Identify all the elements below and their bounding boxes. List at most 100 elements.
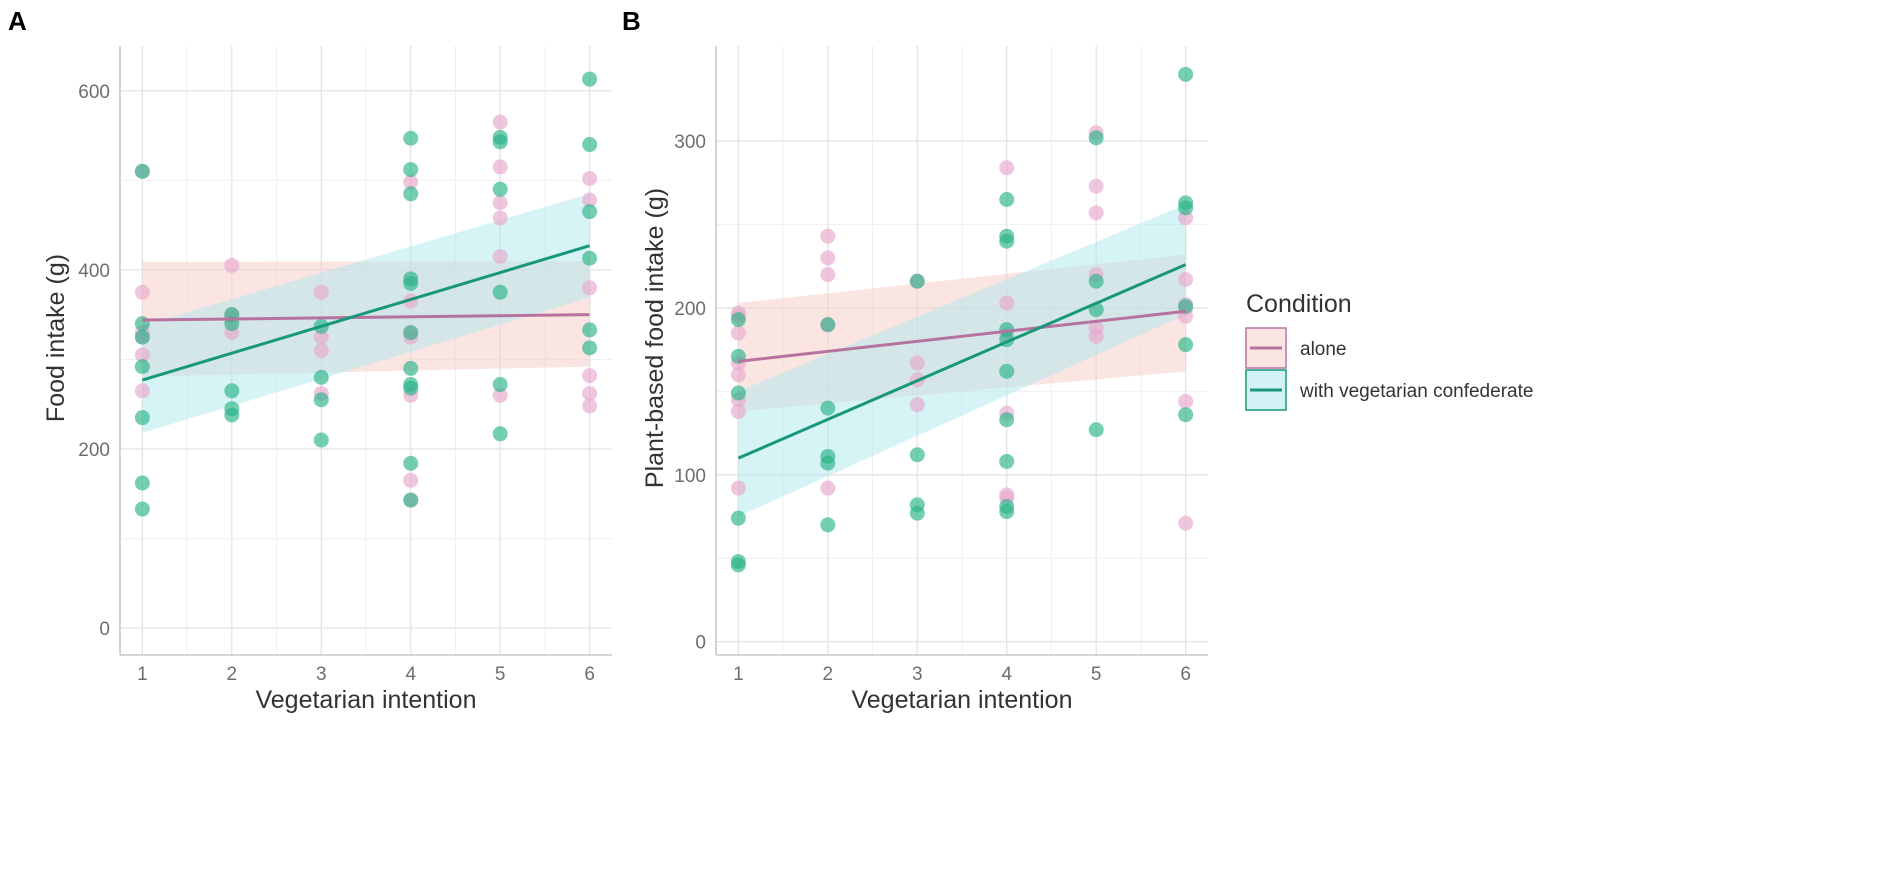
data-point-with-vegetarian-confederate bbox=[403, 360, 419, 376]
data-point-alone bbox=[492, 387, 508, 403]
panel-a-axes bbox=[119, 46, 612, 656]
panel-a-x-tick-label: 2 bbox=[227, 664, 238, 685]
data-point-with-vegetarian-confederate bbox=[582, 137, 598, 153]
data-point-alone bbox=[730, 480, 746, 496]
legend-key-alone: alone bbox=[1245, 327, 1347, 369]
data-point-alone bbox=[730, 325, 746, 341]
panel-a-y-tick-label: 200 bbox=[78, 440, 110, 461]
panel-b-x-tick-label: 6 bbox=[1180, 664, 1191, 685]
data-point-with-vegetarian-confederate bbox=[403, 492, 419, 508]
data-point-with-vegetarian-confederate bbox=[582, 340, 598, 356]
data-point-alone bbox=[224, 257, 240, 273]
data-point-with-vegetarian-confederate bbox=[909, 273, 925, 289]
panel-a-fit-lines bbox=[141, 244, 591, 382]
panel-a-x-axis-title: Vegetarian intention bbox=[255, 686, 476, 714]
panel-b-x-tick-label: 1 bbox=[733, 664, 744, 685]
panel-b-tick-labels: 1 2 3 4 5 6 0 100 200 300 bbox=[674, 132, 1191, 685]
data-point-alone bbox=[730, 367, 746, 383]
panel-b-y-tick-label: 0 bbox=[695, 633, 706, 654]
data-point-with-vegetarian-confederate bbox=[313, 432, 329, 448]
legend-label-alone: alone bbox=[1300, 339, 1347, 360]
data-point-alone bbox=[313, 343, 329, 358]
data-point-with-vegetarian-confederate bbox=[999, 412, 1015, 428]
panel-a-y-tick-label: 600 bbox=[78, 82, 110, 103]
data-point-with-vegetarian-confederate bbox=[909, 447, 925, 463]
panel-b-axes bbox=[715, 46, 1208, 656]
data-point-with-vegetarian-confederate bbox=[730, 557, 746, 573]
data-point-with-vegetarian-confederate bbox=[1178, 407, 1194, 423]
data-point-alone bbox=[999, 160, 1015, 176]
data-point-alone bbox=[582, 280, 598, 296]
legend-key-with-vegetarian-confederate: with vegetarian confederate bbox=[1245, 369, 1533, 411]
panel-b-x-tick-label: 3 bbox=[912, 664, 923, 685]
data-point-with-vegetarian-confederate bbox=[492, 134, 508, 150]
data-point-with-vegetarian-confederate bbox=[1178, 298, 1194, 314]
data-point-alone bbox=[820, 228, 836, 244]
panel-a-y-tick-label: 400 bbox=[78, 261, 110, 282]
data-point-with-vegetarian-confederate bbox=[403, 162, 419, 178]
data-point-with-vegetarian-confederate bbox=[582, 322, 598, 338]
data-point-alone bbox=[1088, 178, 1104, 194]
data-point-with-vegetarian-confederate bbox=[1178, 200, 1194, 216]
data-point-with-vegetarian-confederate bbox=[492, 377, 508, 393]
data-point-alone bbox=[582, 398, 598, 414]
data-point-alone bbox=[820, 480, 836, 496]
data-point-alone bbox=[492, 114, 508, 130]
fit-line-alone bbox=[738, 309, 1186, 363]
data-point-with-vegetarian-confederate bbox=[403, 130, 419, 146]
panel-b-letter: B bbox=[622, 6, 641, 36]
data-point-alone bbox=[820, 267, 836, 283]
panel-b-points bbox=[730, 66, 1194, 573]
data-point-with-vegetarian-confederate bbox=[999, 504, 1015, 520]
data-point-with-vegetarian-confederate bbox=[224, 383, 240, 399]
data-point-alone bbox=[1088, 328, 1104, 344]
panel-a-y-tick-label: 0 bbox=[99, 619, 110, 640]
data-point-alone bbox=[909, 355, 925, 371]
data-point-with-vegetarian-confederate bbox=[134, 163, 150, 179]
data-point-with-vegetarian-confederate bbox=[403, 325, 419, 341]
legend-title: Condition bbox=[1246, 290, 1352, 318]
data-point-alone bbox=[134, 284, 150, 300]
fit-line-with-vegetarian-confederate bbox=[141, 244, 591, 382]
legend-label-with-vegetarian-confederate: with vegetarian confederate bbox=[1299, 381, 1533, 402]
data-point-with-vegetarian-confederate bbox=[134, 475, 150, 491]
data-point-with-vegetarian-confederate bbox=[403, 455, 419, 471]
data-point-with-vegetarian-confederate bbox=[730, 385, 746, 401]
data-point-with-vegetarian-confederate bbox=[134, 501, 150, 517]
panel-a-x-tick-label: 1 bbox=[137, 664, 148, 685]
panel-a-y-axis-title: Food intake (g) bbox=[42, 254, 70, 422]
panel-b-y-axis-title: Plant-based food intake (g) bbox=[641, 188, 669, 488]
data-point-alone bbox=[1178, 515, 1194, 531]
data-point-alone bbox=[403, 174, 419, 190]
panel-a-points bbox=[134, 71, 598, 517]
data-point-with-vegetarian-confederate bbox=[403, 186, 419, 202]
data-point-with-vegetarian-confederate bbox=[820, 317, 836, 333]
data-point-with-vegetarian-confederate bbox=[134, 359, 150, 375]
data-point-alone bbox=[582, 171, 598, 187]
data-point-alone bbox=[730, 403, 746, 419]
data-point-with-vegetarian-confederate bbox=[403, 380, 419, 396]
data-point-with-vegetarian-confederate bbox=[313, 369, 329, 385]
panel-b-x-tick-label: 4 bbox=[1001, 664, 1012, 685]
data-point-with-vegetarian-confederate bbox=[313, 392, 329, 408]
data-point-with-vegetarian-confederate bbox=[134, 410, 150, 426]
panel-a-tick-labels: 1 2 3 4 5 6 0 200 400 600 bbox=[78, 82, 595, 685]
panel-b-fit-lines bbox=[737, 263, 1187, 460]
data-point-alone bbox=[582, 192, 598, 208]
data-point-with-vegetarian-confederate bbox=[820, 455, 836, 471]
data-point-with-vegetarian-confederate bbox=[1088, 273, 1104, 289]
panel-b-x-tick-label: 5 bbox=[1091, 664, 1102, 685]
panel-a-x-tick-label: 3 bbox=[316, 664, 327, 685]
panel-a-x-tick-label: 5 bbox=[495, 664, 506, 685]
data-point-with-vegetarian-confederate bbox=[492, 181, 508, 197]
data-point-alone bbox=[1088, 205, 1104, 221]
data-point-with-vegetarian-confederate bbox=[999, 233, 1015, 249]
data-point-with-vegetarian-confederate bbox=[492, 284, 508, 300]
data-point-with-vegetarian-confederate bbox=[1088, 422, 1104, 438]
data-point-with-vegetarian-confederate bbox=[582, 204, 598, 220]
panel-b-y-tick-label: 100 bbox=[674, 466, 706, 487]
data-point-with-vegetarian-confederate bbox=[999, 192, 1015, 208]
panel-a-letter: A bbox=[8, 6, 27, 36]
